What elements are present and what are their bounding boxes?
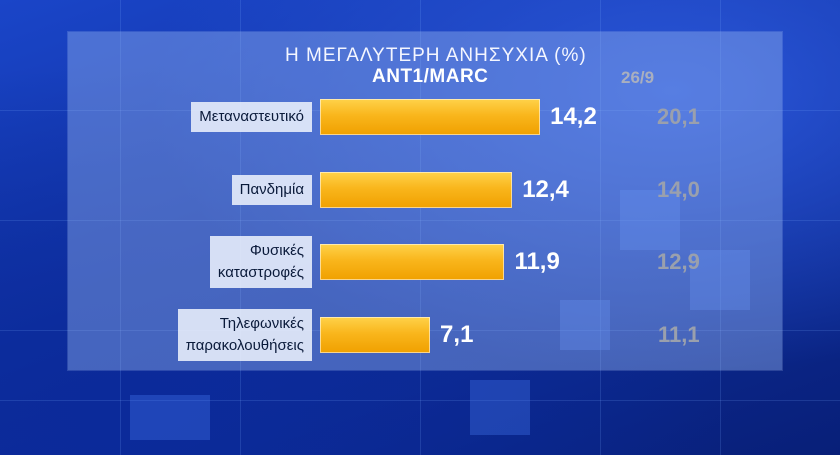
bar [320, 317, 431, 353]
bar [320, 244, 505, 280]
bar [320, 172, 513, 208]
category-label-line: παρακολουθήσεις [185, 337, 304, 354]
previous-value-label: 20,1 [657, 104, 700, 129]
category-label: Τηλεφωνικές παρακολουθήσεις [177, 309, 312, 361]
bar-value-label: 11,9 [514, 248, 560, 275]
category-label-line: καταστροφές [217, 264, 304, 281]
chart-subtitle: ANT1/MARC [372, 66, 489, 87]
previous-value-label: 12,9 [657, 249, 700, 274]
bar-value-label: 7,1 [440, 321, 474, 348]
category-label-line: Πανδημία [239, 181, 304, 198]
category-label: Φυσικές καταστροφές [209, 236, 312, 288]
category-label-line: Τηλεφωνικές [219, 315, 304, 332]
bar-value-label: 12,4 [522, 176, 569, 203]
category-label-line: Μεταναστευτικό [199, 108, 304, 125]
bar-value-label: 14,2 [550, 103, 597, 130]
chart-title-text: Η ΜΕΓΑΛΥΤΕΡΗ ΑΝΗΣΥΧΙΑ (%) [285, 45, 587, 66]
category-label: Μεταναστευτικό [191, 102, 312, 132]
previous-date-label: 26/9 [621, 68, 655, 87]
previous-value-label: 11,1 [658, 322, 700, 347]
bar [320, 99, 541, 135]
category-label: Πανδημία [231, 175, 312, 205]
previous-value-label: 14,0 [657, 177, 700, 202]
category-label-line: Φυσικές [249, 242, 304, 259]
